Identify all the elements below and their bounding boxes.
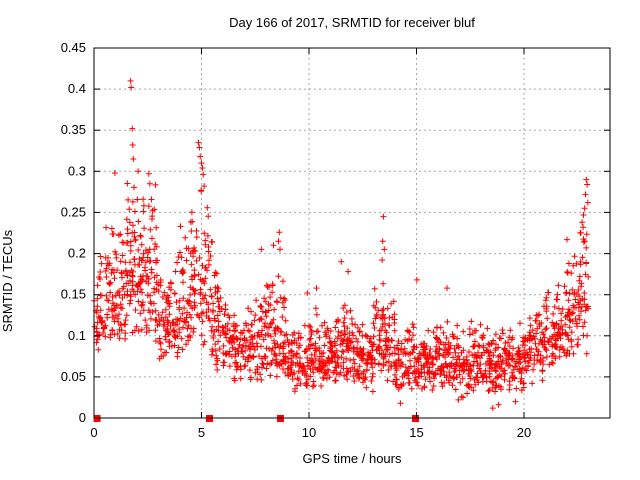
plot-border [93,47,611,419]
scatter-points [91,77,592,412]
x-tick-label: 10 [302,425,316,440]
x-tick-label: 0 [90,425,97,440]
y-tick-label: 0.1 [68,328,86,343]
y-tick-label: 0.35 [61,122,86,137]
y-tick-label: 0.15 [61,287,86,302]
y-axis-label: SRMTID / TECUs [0,229,15,333]
x-tick-label: 15 [409,425,423,440]
x-tick-label: 20 [517,425,531,440]
y-tick-label: 0.45 [61,40,86,55]
y-tick-label: 0.2 [68,246,86,261]
y-tick-label: 0.3 [68,163,86,178]
y-tick-label: 0 [79,410,86,425]
y-tick-label: 0.05 [61,369,86,384]
chart-title: Day 166 of 2017, SRMTID for receiver blu… [229,15,475,30]
x-tick-label: 5 [198,425,205,440]
y-tick-label: 0.4 [68,81,86,96]
x-axis-label: GPS time / hours [302,451,402,466]
y-tick-label: 0.25 [61,204,86,219]
